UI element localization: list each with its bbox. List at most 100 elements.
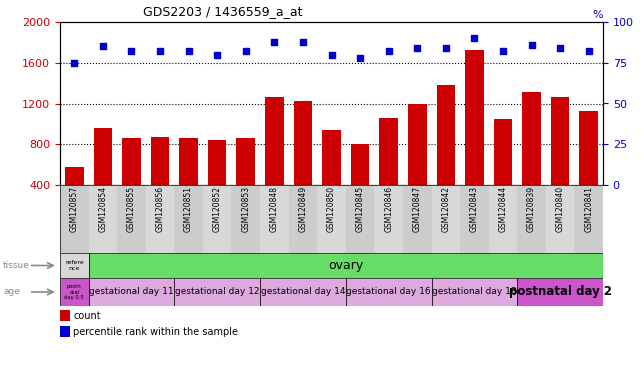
Bar xyxy=(151,137,169,226)
Point xyxy=(583,48,594,55)
Point xyxy=(183,48,194,55)
Bar xyxy=(517,185,546,253)
Text: GSM120852: GSM120852 xyxy=(213,186,222,232)
Bar xyxy=(322,130,341,226)
Text: GSM120845: GSM120845 xyxy=(356,186,365,232)
Bar xyxy=(122,138,141,226)
Bar xyxy=(294,101,312,226)
Text: GSM120840: GSM120840 xyxy=(556,186,565,232)
Point xyxy=(298,38,308,45)
Text: GSM120856: GSM120856 xyxy=(156,186,165,232)
Bar xyxy=(117,185,146,253)
Text: GSM120853: GSM120853 xyxy=(241,186,250,232)
Text: GSM120850: GSM120850 xyxy=(327,186,336,232)
Point xyxy=(155,48,165,55)
Point xyxy=(126,48,137,55)
Text: refere
nce: refere nce xyxy=(65,260,84,271)
Point xyxy=(383,48,394,55)
Bar xyxy=(265,98,283,226)
Bar xyxy=(231,185,260,253)
Bar xyxy=(403,185,431,253)
Text: gestational day 12: gestational day 12 xyxy=(175,288,260,296)
Text: count: count xyxy=(73,311,101,321)
Text: GSM120851: GSM120851 xyxy=(184,186,193,232)
Text: gestational day 18: gestational day 18 xyxy=(432,288,517,296)
Point xyxy=(441,45,451,51)
Text: gestational day 11: gestational day 11 xyxy=(89,288,174,296)
Point xyxy=(469,35,479,41)
Bar xyxy=(408,104,426,226)
Bar xyxy=(288,185,317,253)
Bar xyxy=(345,278,431,306)
Bar xyxy=(546,185,574,253)
Bar xyxy=(174,185,203,253)
Text: GSM120841: GSM120841 xyxy=(584,186,593,232)
Text: ovary: ovary xyxy=(328,259,363,272)
Point xyxy=(69,60,79,66)
Point xyxy=(526,42,537,48)
Point xyxy=(355,55,365,61)
Bar xyxy=(60,253,88,278)
Bar xyxy=(60,326,69,338)
Bar xyxy=(431,278,517,306)
Bar xyxy=(379,118,398,226)
Bar xyxy=(522,92,541,226)
Point xyxy=(326,51,337,58)
Text: postnatal day 2: postnatal day 2 xyxy=(508,285,612,298)
Bar xyxy=(237,138,255,226)
Bar xyxy=(551,98,569,226)
Point xyxy=(498,48,508,55)
Bar xyxy=(437,85,455,226)
Text: GSM120849: GSM120849 xyxy=(299,186,308,232)
Bar xyxy=(465,50,484,226)
Text: age: age xyxy=(3,288,20,296)
Bar xyxy=(88,278,174,306)
Bar xyxy=(317,185,345,253)
Text: gestational day 16: gestational day 16 xyxy=(346,288,431,296)
Text: gestational day 14: gestational day 14 xyxy=(261,288,345,296)
Point xyxy=(269,38,279,45)
Bar xyxy=(345,185,374,253)
Bar xyxy=(488,185,517,253)
Bar xyxy=(260,185,288,253)
Point xyxy=(212,51,222,58)
Bar xyxy=(431,185,460,253)
Bar xyxy=(203,185,231,253)
Bar xyxy=(351,144,369,226)
Bar xyxy=(517,278,603,306)
Bar xyxy=(60,278,88,306)
Bar xyxy=(174,278,260,306)
Text: GSM120847: GSM120847 xyxy=(413,186,422,232)
Bar xyxy=(146,185,174,253)
Bar xyxy=(88,185,117,253)
Point xyxy=(412,45,422,51)
Text: GSM120857: GSM120857 xyxy=(70,186,79,232)
Bar xyxy=(260,278,345,306)
Bar xyxy=(574,185,603,253)
Text: GSM120855: GSM120855 xyxy=(127,186,136,232)
Point xyxy=(240,48,251,55)
Bar xyxy=(65,167,83,226)
Text: percentile rank within the sample: percentile rank within the sample xyxy=(73,327,238,337)
Bar xyxy=(494,119,512,226)
Text: tissue: tissue xyxy=(3,261,30,270)
Text: GDS2203 / 1436559_a_at: GDS2203 / 1436559_a_at xyxy=(143,5,303,18)
Bar xyxy=(60,185,88,253)
Bar xyxy=(208,140,226,226)
Bar xyxy=(179,138,198,226)
Bar xyxy=(374,185,403,253)
Text: GSM120854: GSM120854 xyxy=(98,186,108,232)
Text: GSM120843: GSM120843 xyxy=(470,186,479,232)
Text: GSM120846: GSM120846 xyxy=(384,186,393,232)
Point xyxy=(97,43,108,50)
Bar xyxy=(94,128,112,226)
Bar xyxy=(460,185,488,253)
Text: GSM120848: GSM120848 xyxy=(270,186,279,232)
Point xyxy=(555,45,565,51)
Bar xyxy=(579,111,598,226)
Bar xyxy=(60,310,69,321)
Text: postn
atal
day 0.5: postn atal day 0.5 xyxy=(64,284,84,300)
Text: GSM120842: GSM120842 xyxy=(441,186,451,232)
Text: GSM120839: GSM120839 xyxy=(527,186,536,232)
Text: GSM120844: GSM120844 xyxy=(499,186,508,232)
